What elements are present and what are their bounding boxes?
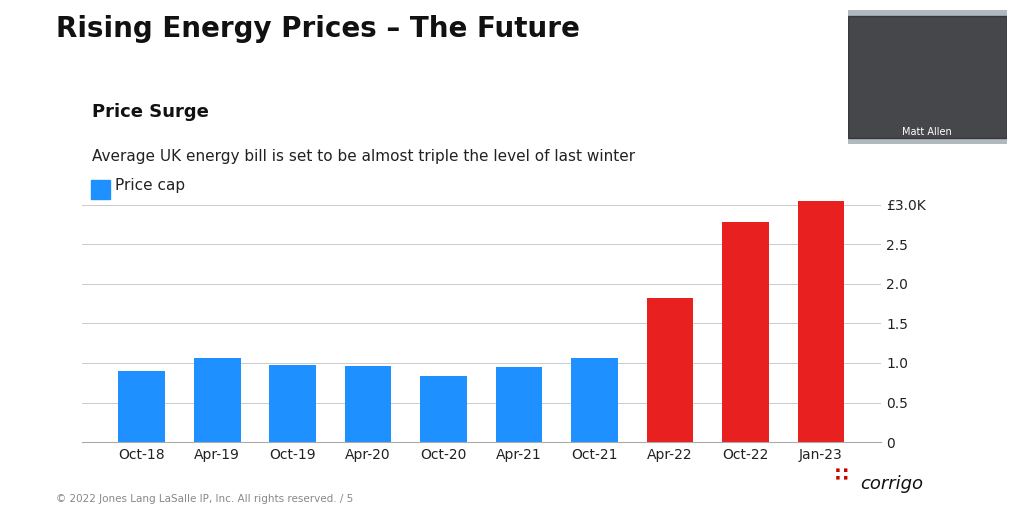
Bar	[496, 367, 543, 442]
Bar	[420, 376, 467, 442]
Text: Price cap: Price cap	[115, 177, 184, 193]
Text: Rising Energy Prices – The Future: Rising Energy Prices – The Future	[56, 15, 581, 43]
Bar	[722, 222, 769, 442]
Bar	[194, 358, 241, 442]
Text: Price Surge: Price Surge	[92, 103, 209, 121]
Text: © 2022 Jones Lang LaSalle IP, Inc. All rights reserved. / 5: © 2022 Jones Lang LaSalle IP, Inc. All r…	[56, 494, 353, 504]
Text: corrigo: corrigo	[860, 475, 924, 493]
Bar	[269, 365, 316, 442]
Bar	[118, 371, 165, 442]
Text: ∷: ∷	[835, 467, 848, 486]
Text: Average UK energy bill is set to be almost triple the level of last winter: Average UK energy bill is set to be almo…	[92, 149, 635, 164]
Bar	[571, 358, 617, 442]
Text: Matt Allen: Matt Allen	[902, 127, 952, 137]
Bar	[646, 298, 693, 442]
Bar	[798, 201, 845, 442]
Bar	[345, 366, 391, 442]
